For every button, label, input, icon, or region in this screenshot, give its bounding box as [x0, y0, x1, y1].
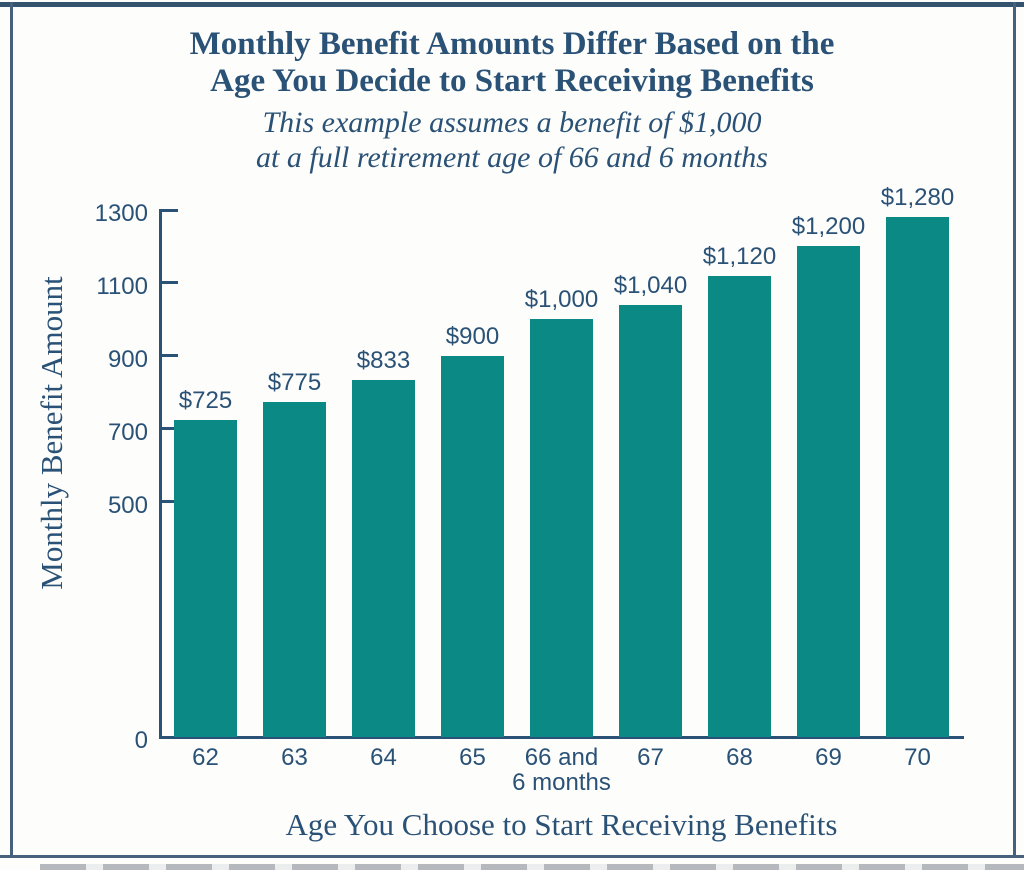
- x-tick-label: 64: [370, 744, 397, 771]
- y-tick: [159, 500, 178, 504]
- x-tick-label: 70: [904, 744, 931, 771]
- chart-subtitle: This example assumes a benefit of $1,000…: [0, 105, 1024, 175]
- frame-border-right: [1013, 2, 1016, 858]
- x-tick-label: 65: [459, 744, 486, 771]
- frame-border-top: [0, 2, 1024, 7]
- bar: [886, 217, 949, 737]
- bar-value-label: $1,000: [524, 286, 599, 314]
- x-axis-title: Age You Choose to Start Receiving Benefi…: [285, 807, 838, 842]
- bar: [174, 419, 237, 737]
- y-axis-line: [159, 209, 162, 739]
- bar-value-label: $1,280: [880, 184, 955, 212]
- y-tick: [159, 281, 178, 285]
- y-tick-label: 900: [107, 345, 148, 373]
- bar: [797, 246, 860, 737]
- bar: [708, 275, 771, 737]
- frame-border-bottom: [0, 855, 1024, 858]
- y-tick-label: 1300: [94, 200, 148, 227]
- x-tick-label: 62: [192, 744, 219, 771]
- y-tick-label: 0: [134, 727, 148, 754]
- x-tick-label: 67: [637, 744, 664, 771]
- chart-title-line2: Age You Decide to Start Receiving Benefi…: [210, 63, 814, 99]
- y-tick: [159, 208, 178, 212]
- bar-value-label: $1,040: [613, 271, 688, 299]
- chart-subtitle-line2: at a full retirement age of 66 and 6 mon…: [256, 141, 768, 174]
- chart-title-line1: Monthly Benefit Amounts Differ Based on …: [189, 26, 835, 62]
- x-tick-label: 68: [726, 744, 753, 771]
- bar-value-label: $775: [267, 368, 322, 396]
- bar-value-label: $725: [178, 386, 233, 414]
- y-tick-label: 1100: [96, 272, 148, 300]
- bar-value-label: $1,120: [702, 242, 777, 270]
- cropped-content-dashes: [40, 864, 1024, 870]
- bar: [530, 319, 593, 737]
- y-tick-label: 700: [107, 418, 148, 446]
- x-tick-label: 69: [815, 744, 842, 771]
- bar: [352, 380, 415, 737]
- bar: [619, 304, 682, 737]
- bar-value-label: $900: [445, 322, 500, 350]
- x-axis-line: [159, 736, 964, 739]
- y-tick: [159, 354, 178, 358]
- chart-title: Monthly Benefit Amounts Differ Based on …: [0, 26, 1024, 100]
- x-tick-label: 66 and 6 months: [512, 744, 611, 796]
- bar: [441, 355, 504, 737]
- chart-subtitle-line1: This example assumes a benefit of $1,000: [262, 106, 762, 139]
- bar-value-label: $833: [356, 347, 411, 375]
- y-tick-label: 500: [107, 491, 148, 519]
- bar-value-label: $1,200: [791, 213, 866, 241]
- y-tick: [159, 427, 178, 431]
- frame-border-left: [10, 2, 13, 858]
- x-tick-label: 63: [281, 744, 308, 771]
- bar: [263, 401, 326, 737]
